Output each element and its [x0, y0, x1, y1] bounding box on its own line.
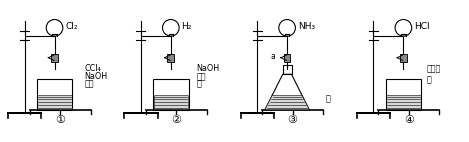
Text: NaOH: NaOH — [197, 64, 219, 73]
Text: a: a — [270, 52, 275, 61]
Bar — [283, 65, 292, 74]
Bar — [51, 54, 58, 62]
Circle shape — [279, 19, 295, 36]
Circle shape — [395, 19, 412, 36]
Text: H₂: H₂ — [182, 22, 192, 31]
Bar — [400, 54, 407, 62]
Text: ③: ③ — [287, 115, 298, 125]
Text: 溶液: 溶液 — [197, 72, 206, 81]
Bar — [386, 79, 421, 110]
Bar — [38, 95, 72, 109]
Text: 溶液: 溶液 — [84, 80, 94, 89]
Circle shape — [163, 19, 179, 36]
Text: 水: 水 — [427, 75, 431, 84]
Text: CCl₄: CCl₄ — [84, 64, 101, 73]
Text: NaOH: NaOH — [84, 72, 107, 81]
Bar — [386, 95, 421, 109]
Polygon shape — [265, 74, 309, 110]
Bar — [167, 54, 174, 62]
Circle shape — [46, 19, 63, 36]
Polygon shape — [265, 95, 309, 110]
Bar — [37, 79, 72, 110]
Bar — [284, 54, 290, 62]
Text: HCl: HCl — [414, 22, 430, 31]
Text: NH₃: NH₃ — [298, 22, 315, 31]
Text: 浓氨水: 浓氨水 — [427, 64, 441, 73]
Text: Cl₂: Cl₂ — [65, 22, 77, 31]
Bar — [153, 79, 189, 110]
Text: 水: 水 — [326, 94, 331, 103]
Bar — [154, 95, 188, 109]
Text: 水: 水 — [197, 80, 201, 89]
Text: ①: ① — [55, 115, 65, 125]
Text: ④: ④ — [404, 115, 414, 125]
Text: ②: ② — [171, 115, 182, 125]
